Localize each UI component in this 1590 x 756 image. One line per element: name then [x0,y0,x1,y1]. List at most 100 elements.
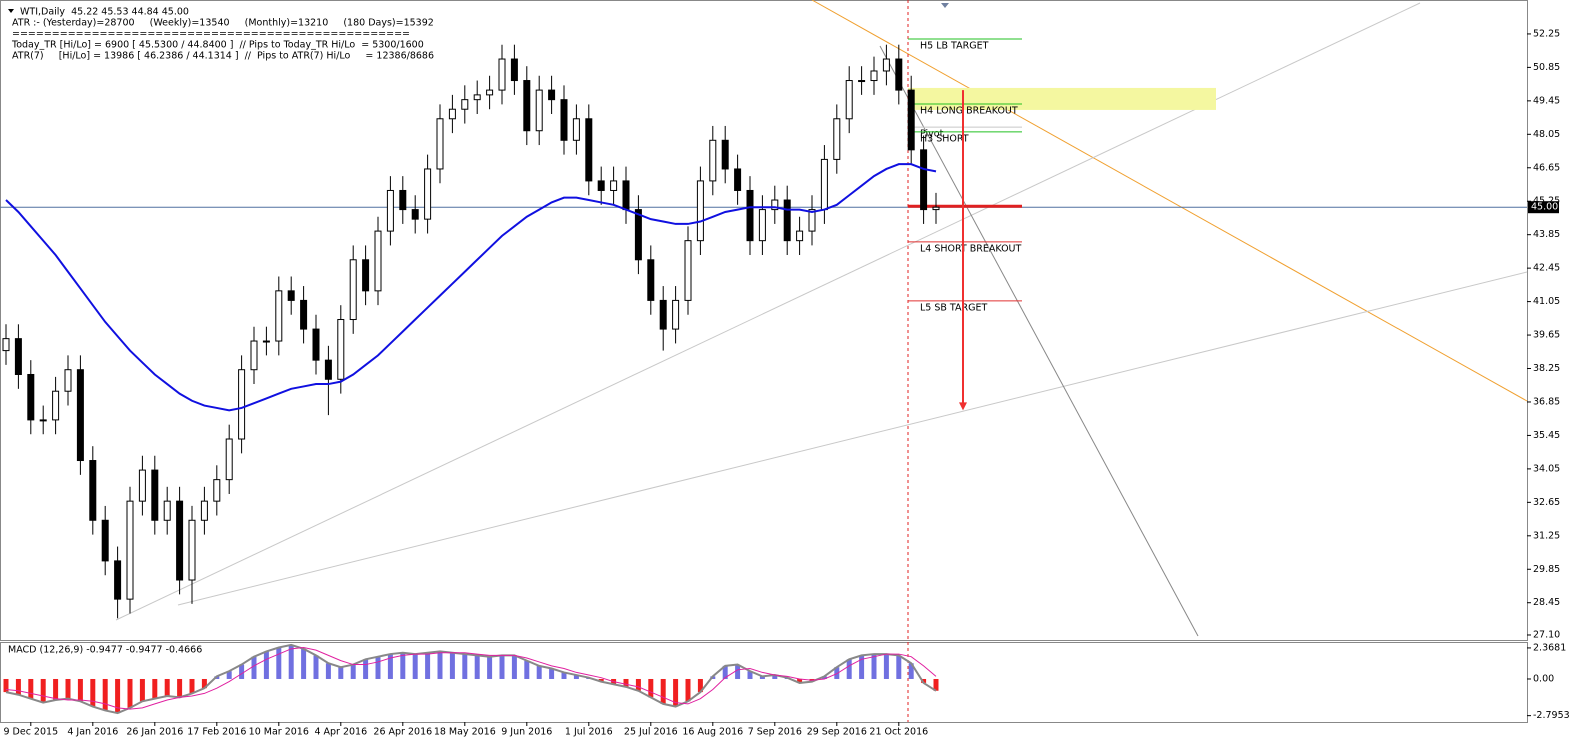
candle-body [461,99,469,110]
candle-body [362,259,370,292]
candle-body [820,158,828,211]
candle-body [27,373,35,421]
x-tick-label: 9 Dec 2015 [3,727,58,738]
candle-body [833,118,841,160]
info-line: ========================================… [12,29,410,40]
candle-body [696,180,704,242]
candle-body [399,189,407,211]
info-toggle [8,9,14,13]
candle-body [101,519,109,562]
candle-body [771,199,779,211]
level-label: H3 SHORT [920,133,969,144]
y-tick-label: 49.45 [1533,95,1560,106]
candle-body [287,290,295,301]
y-tick-label: 35.45 [1533,430,1560,441]
candle-body [324,359,332,380]
y-tick-label: 46.65 [1533,162,1560,173]
info-line: ATR(7) [Hi/Lo] = 13986 [ 46.2386 / 44.13… [12,51,434,62]
last-price-box [1528,201,1559,214]
candle-body [39,419,47,422]
y-tick-label: 32.65 [1533,497,1560,508]
candle-body [758,209,766,242]
candle-body [473,94,481,101]
candle-body [709,139,717,182]
x-tick-label: 1 Jul 2016 [565,727,613,738]
y-tick-label: 34.05 [1533,463,1560,474]
candle-body [411,209,419,220]
macd-tick-label: -2.7953 [1533,710,1570,721]
candle-body [275,290,283,342]
candle-body [870,70,878,82]
candle-body [14,338,22,375]
last-price-label: 45.00 [1531,202,1558,213]
macd-panel [0,642,1528,723]
candle-body [250,340,258,371]
candle-body [213,479,221,502]
candle-body [684,240,692,301]
candle-body [572,118,580,141]
candle-body [312,328,320,361]
y-tick-label: 36.85 [1533,396,1560,407]
trend-line [811,0,1528,402]
level-label: H4 LONG BREAKOUT [920,105,1018,116]
candle-body [535,89,543,132]
candle-body [138,469,146,502]
candle-body [808,209,816,232]
candle-body [114,560,122,600]
candle-body [560,99,568,141]
candle-body [845,80,853,120]
level-label: H5 LB TARGET [920,40,989,51]
candle-body [672,299,680,330]
level-label: L4 SHORT BREAKOUT [920,243,1022,254]
x-tick-label: 4 Jan 2016 [67,727,118,738]
candle-body [932,206,940,211]
candle-body [386,189,394,232]
candle-body [647,259,655,301]
x-tick-label: 25 Jul 2016 [624,727,678,738]
x-tick-label: 16 Aug 2016 [682,727,743,738]
x-tick-label: 21 Oct 2016 [869,727,928,738]
candle-body [76,369,84,462]
x-tick-label: 9 Jun 2016 [501,727,552,738]
candle-body [659,299,667,330]
y-tick-label: 48.05 [1533,129,1560,140]
y-tick-label: 41.05 [1533,296,1560,307]
candle-body [610,180,618,191]
candle-body [52,390,60,421]
candle-body [2,338,10,352]
macd-tick-label: 0.00 [1533,673,1554,684]
candle-body [634,209,642,261]
level-label: Pivot [920,129,944,140]
candle-body [597,180,605,191]
y-tick-label: 31.25 [1533,530,1560,541]
level-label: L5 SB TARGET [920,302,987,313]
x-tick-label: 26 Apr 2016 [373,727,432,738]
candle-body [374,230,382,292]
moving-average [5,163,937,412]
candle-body [721,139,729,170]
y-tick-label: 27.10 [1533,629,1560,640]
candle-body [337,319,345,380]
y-tick-label: 42.45 [1533,263,1560,274]
x-tick-label: 17 Feb 2016 [187,727,246,738]
candle-body [64,369,72,392]
candle-body [734,168,742,191]
candle-body [188,519,196,581]
x-tick-label: 29 Sep 2016 [807,727,867,738]
x-tick-label: 10 Mar 2016 [249,727,309,738]
shift-marker [941,3,949,8]
trend-line [177,271,1528,606]
y-tick-label: 50.85 [1533,62,1560,73]
y-tick-label: 38.25 [1533,363,1560,374]
candle-body [89,460,97,521]
y-tick-label: 43.85 [1533,229,1560,240]
candle-body [783,199,791,242]
x-tick-label: 26 Jan 2016 [126,727,183,738]
candle-body [882,58,890,72]
macd-tick-label: 2.3681 [1533,642,1566,653]
candle-body [225,438,233,481]
candle-body [200,500,208,521]
macd-signal [5,647,937,710]
